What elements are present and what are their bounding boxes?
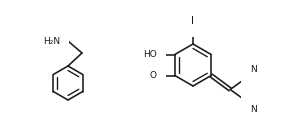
Text: N: N: [250, 66, 257, 75]
Text: N: N: [250, 105, 257, 113]
Text: H₂N: H₂N: [43, 36, 60, 46]
Text: HO: HO: [143, 50, 157, 59]
Text: I: I: [191, 16, 194, 26]
Text: O: O: [150, 71, 157, 80]
